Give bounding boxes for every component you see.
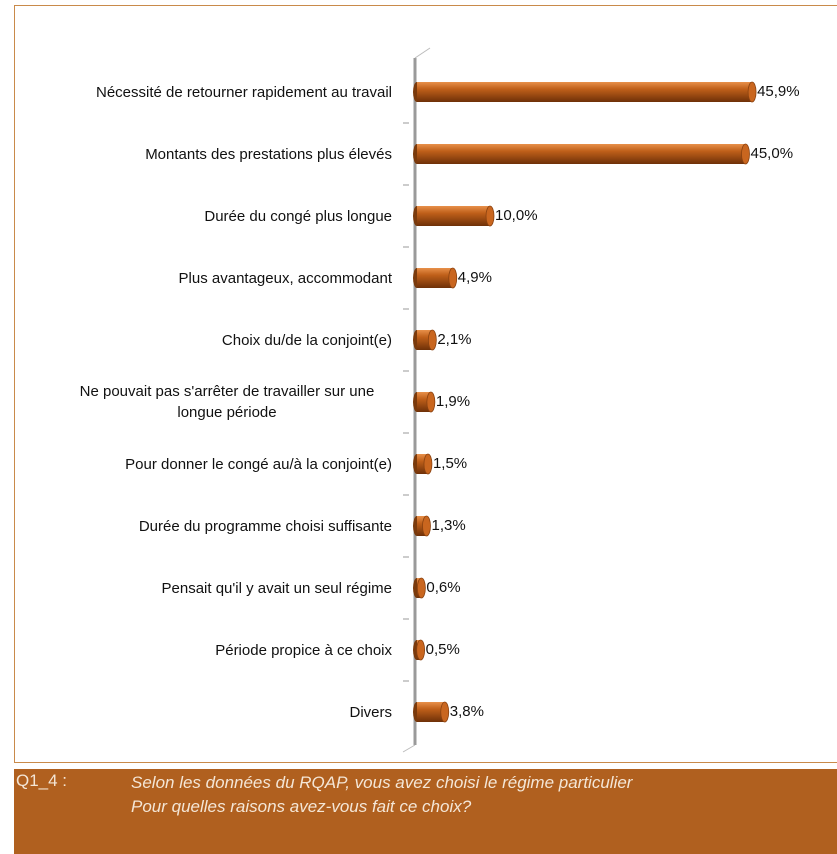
value-label: 0,5% — [425, 641, 460, 658]
bar-part — [422, 515, 431, 537]
bar-part — [741, 143, 750, 165]
bar-part — [417, 206, 490, 226]
bar-part — [427, 329, 437, 351]
bar — [413, 143, 750, 165]
category-text: Pensait qu'il y avait un seul régime — [161, 579, 393, 597]
chart — [402, 47, 757, 753]
category-text: Durée du programme choisi suffisante — [138, 517, 392, 535]
bar-part — [417, 702, 445, 722]
bar-part — [417, 82, 753, 102]
bar-part — [416, 639, 426, 661]
bar — [413, 205, 495, 227]
value-label: 2,1% — [437, 331, 472, 348]
bar-part — [417, 516, 427, 536]
value-label: 10,0% — [495, 207, 538, 224]
bar — [413, 639, 426, 661]
bar — [413, 701, 450, 723]
value-label: 45,9% — [757, 83, 800, 100]
category-text: Choix du/de la conjoint(e) — [221, 331, 392, 349]
bar-part — [423, 453, 433, 475]
category-text: Pour donner le congé au/à la conjoint(e) — [125, 455, 392, 473]
category-label: Durée du congé plus longue — [52, 186, 392, 246]
value-label: 1,3% — [431, 517, 466, 534]
bar — [413, 81, 757, 103]
bar-part — [417, 454, 428, 474]
bar-part — [416, 577, 426, 599]
value-label: 0,6% — [426, 579, 461, 596]
bar-part — [747, 81, 757, 103]
axis-depth — [402, 744, 416, 753]
bar-part — [448, 267, 458, 289]
axis-depth — [414, 47, 431, 59]
category-label: Montants des prestations plus élevés — [52, 124, 392, 184]
bar — [413, 577, 426, 599]
category-label: Choix du/de la conjoint(e) — [52, 310, 392, 370]
category-label: Divers — [52, 682, 392, 742]
category-text: Période propice à ce choix — [215, 641, 392, 659]
category-label: Pensait qu'il y avait un seul régime — [52, 558, 393, 618]
value-label: 3,8% — [449, 703, 484, 720]
bar-part — [440, 701, 450, 723]
bar-part — [426, 391, 436, 413]
bar — [413, 453, 433, 475]
bar-part — [485, 205, 495, 227]
category-label: Ne pouvait pas s'arrêter de travailler s… — [52, 372, 392, 432]
category-text: Divers — [349, 703, 392, 721]
question-line: Pour quelles raisons avez-vous fait ce c… — [131, 797, 472, 816]
bar — [413, 391, 436, 413]
category-text: Durée du congé plus longue — [204, 207, 392, 225]
category-label: Plus avantageux, accommodant — [52, 248, 392, 308]
bar — [413, 515, 431, 537]
category-label: Pour donner le congé au/à la conjoint(e) — [52, 434, 392, 494]
category-label: Nécessité de retourner rapidement au tra… — [52, 62, 392, 122]
category-label: Période propice à ce choix — [52, 620, 392, 680]
bar-part — [417, 268, 453, 288]
question-code: Q1_4 : — [16, 771, 68, 790]
question-line: Selon les données du RQAP, vous avez cho… — [131, 773, 633, 792]
value-label: 45,0% — [750, 145, 794, 162]
bar-part — [417, 144, 746, 164]
value-label: 1,5% — [432, 455, 468, 472]
question: Selon les données du RQAP, vous avez cho… — [131, 771, 632, 819]
value-label: 4,9% — [457, 269, 492, 286]
bar — [413, 267, 458, 289]
value-label: 1,9% — [435, 393, 471, 410]
category-text: Montants des prestations plus élevés — [145, 145, 392, 163]
category-text: Ne pouvait pas s'arrêter de travailler s… — [79, 383, 375, 421]
category-text: Plus avantageux, accommodant — [178, 269, 392, 287]
footer: Q1_4 : Selon les données du RQAP, vous a… — [14, 769, 837, 854]
category-text: Nécessité de retourner rapidement au tra… — [96, 83, 392, 101]
bar — [413, 329, 437, 351]
category-label: Durée du programme choisi suffisante — [52, 496, 392, 556]
chart-frame — [14, 5, 837, 763]
